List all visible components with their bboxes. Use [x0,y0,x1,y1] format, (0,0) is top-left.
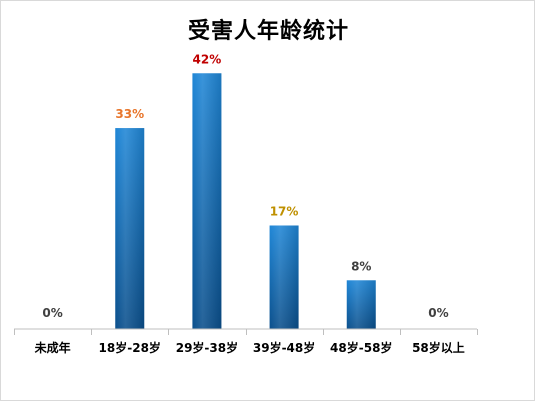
bar-shine [115,128,144,329]
data-label: 0% [428,306,448,320]
x-tick-label: 29岁-38岁 [176,340,238,355]
data-label: 0% [42,306,62,320]
x-tick-label: 未成年 [34,340,71,355]
x-tick-label: 18岁-28岁 [99,340,161,355]
data-label: 17% [270,204,299,218]
data-label: 8% [351,259,371,273]
x-tick-label: 58岁以上 [412,340,465,355]
bar-shine [347,280,376,329]
bar-shine [192,73,221,329]
data-label: 33% [115,107,144,121]
bar-shine [270,225,299,329]
x-tick-label: 48岁-58岁 [330,340,392,355]
x-tick-label: 39岁-48岁 [253,340,315,355]
data-label: 42% [193,52,222,66]
